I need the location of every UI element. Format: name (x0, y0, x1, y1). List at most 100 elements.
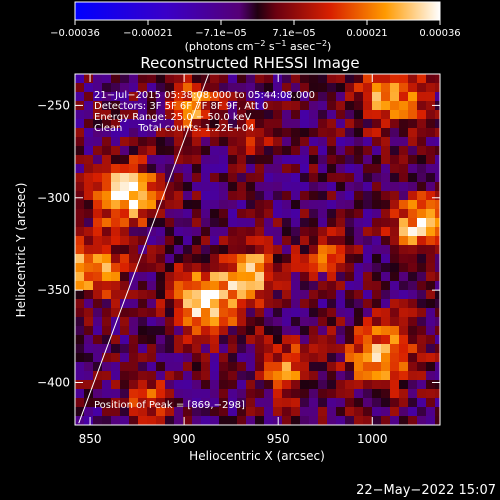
heatmap-cell (264, 83, 273, 92)
heatmap-cell (120, 236, 129, 245)
heatmap-cell (75, 137, 84, 146)
heatmap-cell (192, 245, 201, 254)
heatmap-cell (174, 200, 183, 209)
heatmap-cell (228, 281, 237, 290)
heatmap-cell (201, 326, 210, 335)
heatmap-cell (111, 245, 120, 254)
heatmap-cell (336, 164, 345, 173)
heatmap-cell (210, 245, 219, 254)
heatmap-cell (129, 182, 138, 191)
heatmap-cell (111, 191, 120, 200)
heatmap-cell (174, 308, 183, 317)
heatmap-cell (282, 335, 291, 344)
heatmap-cell (147, 290, 156, 299)
heatmap-cell (309, 254, 318, 263)
heatmap-cell (156, 146, 165, 155)
heatmap-cell (210, 254, 219, 263)
heatmap-cell (381, 407, 390, 416)
heatmap-cell (282, 173, 291, 182)
heatmap-cell (372, 83, 381, 92)
heatmap-cell (201, 182, 210, 191)
heatmap-cell (183, 218, 192, 227)
heatmap-cell (75, 155, 84, 164)
heatmap-cell (363, 218, 372, 227)
heatmap-cell (201, 101, 210, 110)
heatmap-cell (246, 92, 255, 101)
heatmap-cell (192, 344, 201, 353)
heatmap-cell (75, 389, 84, 398)
heatmap-cell (363, 128, 372, 137)
heatmap-cell (372, 119, 381, 128)
heatmap-cell (147, 398, 156, 407)
heatmap-cell (111, 353, 120, 362)
heatmap-cell (201, 137, 210, 146)
heatmap-cell (93, 236, 102, 245)
heatmap-cell (102, 416, 111, 425)
heatmap-cell (363, 317, 372, 326)
heatmap-cell (237, 200, 246, 209)
heatmap-cell (264, 281, 273, 290)
heatmap-cell (300, 281, 309, 290)
heatmap-cell (381, 272, 390, 281)
heatmap-cell (93, 254, 102, 263)
heatmap-cell (399, 74, 408, 83)
heatmap-cell (300, 101, 309, 110)
heatmap-cell (201, 200, 210, 209)
heatmap-cell (300, 74, 309, 83)
heatmap-cell (291, 317, 300, 326)
heatmap-cell (264, 155, 273, 164)
heatmap-cell (417, 209, 426, 218)
heatmap-cell (156, 281, 165, 290)
heatmap-cell (318, 371, 327, 380)
heatmap-cell (408, 191, 417, 200)
heatmap-cell (426, 110, 435, 119)
heatmap-cell (210, 92, 219, 101)
heatmap-cell (111, 317, 120, 326)
heatmap-cell (327, 254, 336, 263)
heatmap-cell (201, 74, 210, 83)
heatmap-cell (147, 218, 156, 227)
heatmap-cell (381, 245, 390, 254)
heatmap-cell (246, 335, 255, 344)
heatmap-cell (417, 227, 426, 236)
heatmap-cell (156, 245, 165, 254)
heatmap-cell (327, 272, 336, 281)
heatmap-cell (372, 344, 381, 353)
heatmap-cell (129, 200, 138, 209)
heatmap-cell (111, 254, 120, 263)
heatmap-cell (345, 101, 354, 110)
heatmap-cell (174, 74, 183, 83)
heatmap-cell (300, 92, 309, 101)
heatmap-cell (183, 191, 192, 200)
heatmap-cell (165, 317, 174, 326)
heatmap-cell (390, 128, 399, 137)
heatmap-cell (111, 182, 120, 191)
heatmap-cell (408, 101, 417, 110)
heatmap-cell (165, 380, 174, 389)
heatmap-cell (75, 398, 84, 407)
heatmap-cell (336, 236, 345, 245)
heatmap-cell (390, 146, 399, 155)
heatmap-cell (93, 245, 102, 254)
heatmap-cell (246, 110, 255, 119)
heatmap-cell (84, 263, 93, 272)
heatmap-cell (399, 362, 408, 371)
heatmap-cell (255, 353, 264, 362)
heatmap-cell (210, 290, 219, 299)
heatmap-cell (363, 191, 372, 200)
heatmap-cell (129, 146, 138, 155)
heatmap-cell (147, 164, 156, 173)
heatmap-cell (291, 380, 300, 389)
heatmap-cell (147, 128, 156, 137)
heatmap-cell (84, 101, 93, 110)
heatmap-cell (336, 137, 345, 146)
heatmap-cell (309, 272, 318, 281)
heatmap-cell (111, 344, 120, 353)
heatmap-cell (228, 407, 237, 416)
heatmap-cell (75, 371, 84, 380)
heatmap-cell (201, 317, 210, 326)
heatmap-cell (201, 371, 210, 380)
heatmap-cell (246, 164, 255, 173)
heatmap-cell (183, 344, 192, 353)
heatmap-cell (192, 254, 201, 263)
